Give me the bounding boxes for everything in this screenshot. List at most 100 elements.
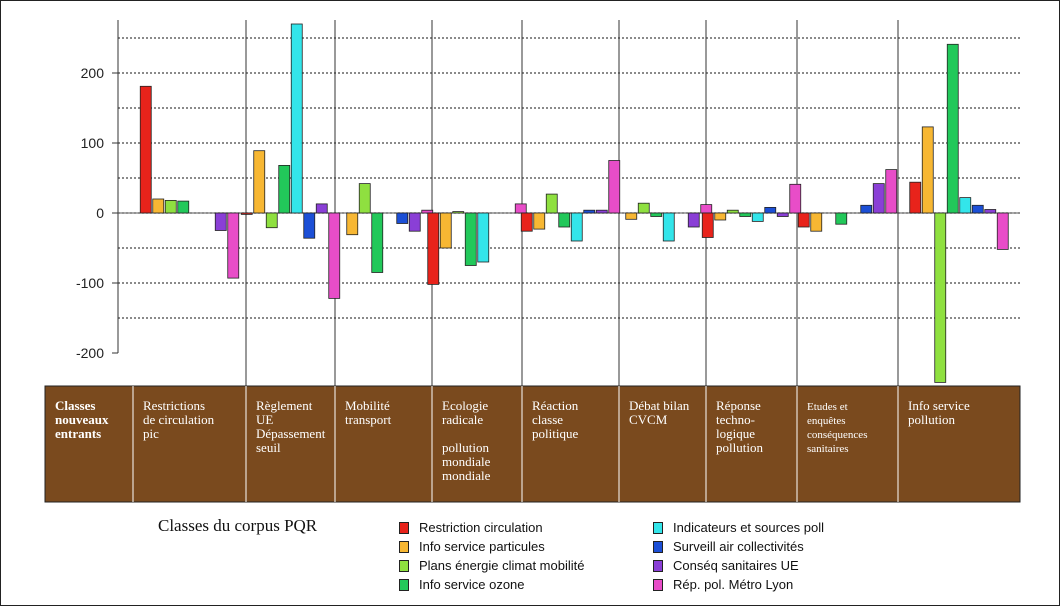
legend-item: Plans énergie climat mobilité xyxy=(399,558,584,573)
bar xyxy=(514,203,527,214)
bar xyxy=(452,211,465,214)
category-label: Dépassement xyxy=(256,426,326,441)
legend-swatch xyxy=(653,521,663,534)
category-label: entrants xyxy=(55,426,101,441)
bar xyxy=(545,193,558,214)
legend-swatch xyxy=(399,578,409,591)
bar xyxy=(860,204,873,214)
category-label: Règlement xyxy=(256,398,313,413)
legend-item: Info service ozone xyxy=(399,577,525,592)
bar xyxy=(533,212,546,230)
bar xyxy=(421,209,434,214)
bar xyxy=(739,212,752,217)
category-label: sanitaires xyxy=(807,443,849,455)
bar xyxy=(625,212,638,220)
category-label: nouveaux xyxy=(55,412,109,427)
category-label: Mobilité xyxy=(345,398,390,413)
bar xyxy=(810,212,823,232)
category-label: logique xyxy=(716,426,755,441)
category-label: pollution xyxy=(442,440,489,455)
bar xyxy=(909,181,922,214)
category-label: transport xyxy=(345,412,392,427)
bar xyxy=(971,204,984,214)
category-label: seuil xyxy=(256,440,281,455)
legend-item: Conséq sanitaires UE xyxy=(653,558,799,573)
category-label: pollution xyxy=(716,440,763,455)
bar xyxy=(764,206,777,214)
bar xyxy=(227,212,240,279)
category-label: conséquences xyxy=(807,429,867,441)
legend-label: Restriction circulation xyxy=(419,520,543,535)
bar xyxy=(921,126,934,214)
category-label: Ecologie xyxy=(442,398,488,413)
category-label: mondiale xyxy=(442,454,491,469)
y-tick-label: 0 xyxy=(96,205,104,221)
category-panel xyxy=(44,385,1021,503)
category-label: Info service xyxy=(908,398,970,413)
bar xyxy=(714,212,727,221)
y-tick-label: 200 xyxy=(81,65,105,81)
bar xyxy=(595,209,608,214)
bar xyxy=(408,212,421,232)
category-label: pollution xyxy=(908,412,955,427)
legend-swatch xyxy=(399,559,409,572)
legend-label: Info service particules xyxy=(419,539,545,554)
legend-label: Rép. pol. Métro Lyon xyxy=(673,577,794,592)
bar xyxy=(290,23,303,214)
legend-label: Info service ozone xyxy=(419,577,525,592)
bar xyxy=(253,150,266,214)
legend-label: Conséq sanitaires UE xyxy=(673,558,799,573)
bar xyxy=(371,212,384,273)
bar xyxy=(797,212,810,228)
legend-label: Plans énergie climat mobilité xyxy=(419,558,585,573)
bar xyxy=(240,212,253,215)
bar xyxy=(776,212,789,217)
legend-swatch xyxy=(653,578,663,591)
category-label: de circulation xyxy=(143,412,215,427)
bar xyxy=(315,203,328,214)
category-label: CVCM xyxy=(629,412,668,427)
category-label: radicale xyxy=(442,412,483,427)
bar xyxy=(152,198,165,214)
bar xyxy=(650,212,663,217)
bar xyxy=(583,209,596,214)
bar xyxy=(464,212,477,266)
category-label: techno- xyxy=(716,412,755,427)
bar xyxy=(996,212,1009,250)
bar xyxy=(726,209,739,214)
category-label: Réaction xyxy=(532,398,579,413)
category-label: classe xyxy=(532,412,563,427)
bar xyxy=(214,212,227,231)
category-label: Classes xyxy=(55,398,95,413)
bar xyxy=(835,212,848,225)
category-label: mondiale xyxy=(442,468,491,483)
category-label: UE xyxy=(256,412,273,427)
bar xyxy=(570,212,583,242)
legend-swatch xyxy=(653,559,663,572)
legend-swatch xyxy=(653,540,663,553)
category-label: Etudes et xyxy=(807,401,848,413)
bar xyxy=(396,212,409,224)
y-tick-label: -100 xyxy=(76,275,104,291)
category-label: Restrictions xyxy=(143,398,205,413)
bar xyxy=(358,183,371,214)
legend-item: Surveill air collectivités xyxy=(653,539,804,554)
bar xyxy=(608,160,621,214)
bar xyxy=(687,212,700,228)
legend-label: Surveill air collectivités xyxy=(673,539,804,554)
bar xyxy=(278,164,291,214)
bar xyxy=(700,204,713,214)
category-label: Débat bilan xyxy=(629,398,690,413)
bar xyxy=(946,43,959,214)
legend-item: Info service particules xyxy=(399,539,545,554)
bar xyxy=(346,212,359,236)
bar xyxy=(265,212,278,229)
bar xyxy=(959,197,972,214)
bar xyxy=(984,209,997,214)
bar xyxy=(328,212,341,299)
bar xyxy=(303,212,316,239)
legend-title: Classes du corpus PQR xyxy=(158,516,318,535)
category-label: enquêtes xyxy=(807,415,845,427)
y-tick-label: 100 xyxy=(81,135,105,151)
